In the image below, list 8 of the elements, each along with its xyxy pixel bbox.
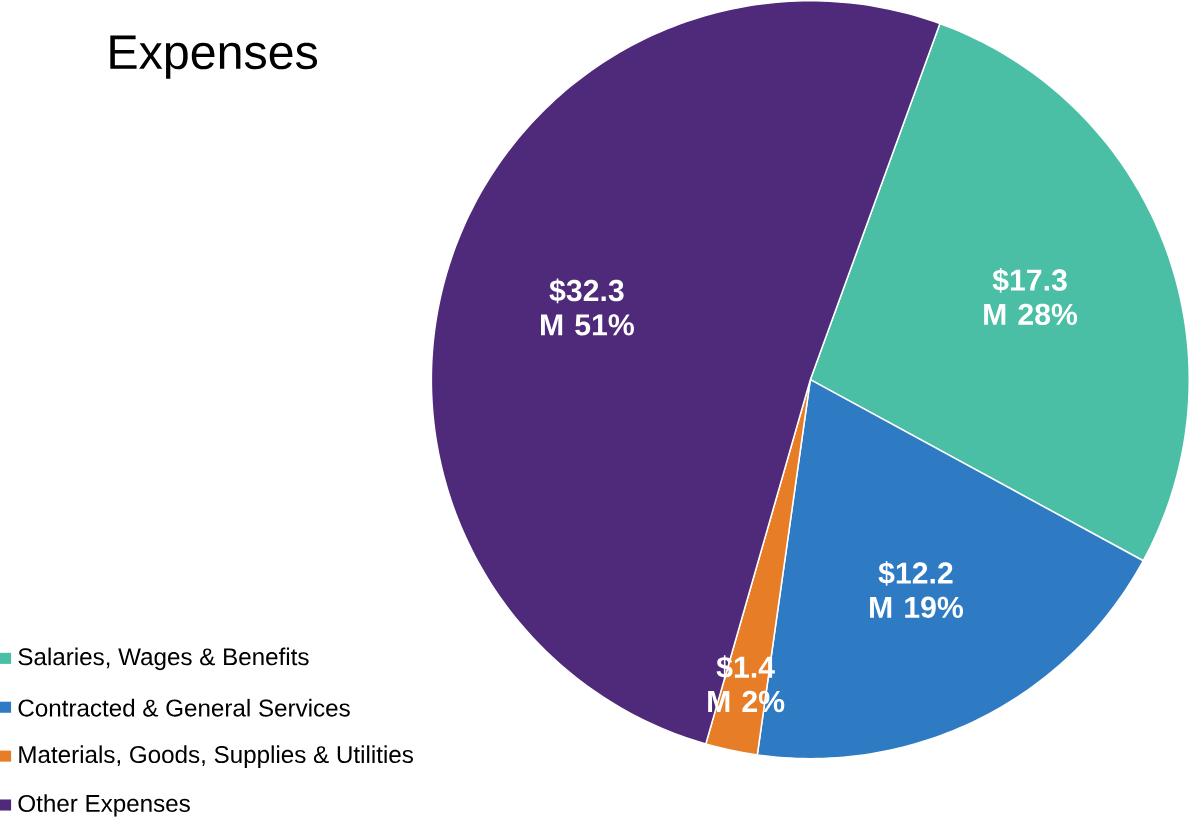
data-label: $12.2 M 19% — [870, 561, 964, 619]
legend-label: Other Expenses — [18, 794, 190, 817]
data-label: $32.3 M 51% — [541, 278, 634, 336]
text: Expenses — [110, 35, 318, 79]
data-label: $17.3 M 28% — [984, 268, 1078, 326]
legend-label: Materials, Goods, Supplies & Utilities — [19, 745, 413, 769]
legend-label: Salaries, Wages & Benefits — [18, 647, 309, 671]
legend-label: Contracted & General Services — [18, 698, 350, 717]
